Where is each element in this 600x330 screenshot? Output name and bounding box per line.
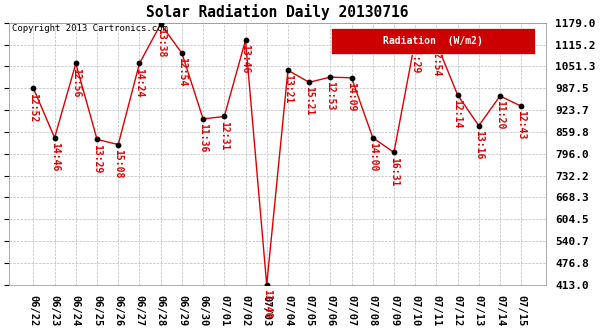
Point bbox=[113, 142, 123, 147]
Title: Solar Radiation Daily 20130716: Solar Radiation Daily 20130716 bbox=[146, 4, 409, 20]
Text: 13:38: 13:38 bbox=[155, 28, 166, 57]
Text: 12:56: 12:56 bbox=[71, 68, 81, 97]
Point bbox=[368, 135, 377, 140]
Text: 12:14: 12:14 bbox=[452, 99, 463, 128]
Text: Radiation  (W/m2): Radiation (W/m2) bbox=[383, 36, 483, 46]
Text: 13:21: 13:21 bbox=[283, 74, 293, 104]
Point bbox=[495, 93, 505, 99]
Text: 13:46: 13:46 bbox=[241, 44, 251, 74]
Text: 15:21: 15:21 bbox=[304, 86, 314, 116]
Point bbox=[326, 75, 335, 80]
Point bbox=[92, 137, 102, 142]
Text: 11:36: 11:36 bbox=[198, 123, 208, 152]
Point bbox=[389, 150, 399, 155]
Point bbox=[241, 38, 250, 43]
Text: 11:20: 11:20 bbox=[495, 100, 505, 129]
Text: 14:00: 14:00 bbox=[368, 142, 378, 171]
Point bbox=[134, 61, 144, 66]
Point bbox=[474, 123, 484, 128]
Text: 12:54: 12:54 bbox=[177, 57, 187, 87]
Point bbox=[347, 75, 356, 81]
Text: Copyright 2013 Cartronics.com: Copyright 2013 Cartronics.com bbox=[12, 24, 167, 33]
Point bbox=[29, 86, 38, 91]
Text: 15:08: 15:08 bbox=[113, 148, 123, 178]
Point bbox=[283, 68, 293, 73]
Text: 13:29: 13:29 bbox=[92, 144, 102, 173]
Point bbox=[177, 50, 187, 56]
Text: 14:09: 14:09 bbox=[347, 82, 356, 111]
Point bbox=[220, 114, 229, 119]
Text: 13:16: 13:16 bbox=[474, 130, 484, 159]
Text: 16:31: 16:31 bbox=[389, 156, 399, 186]
Text: 12:54: 12:54 bbox=[431, 47, 442, 76]
Text: 13:29: 13:29 bbox=[410, 44, 420, 74]
Text: 12:43: 12:43 bbox=[516, 110, 526, 140]
Point bbox=[156, 21, 166, 27]
Bar bbox=[331, 28, 535, 54]
Text: 11:40: 11:40 bbox=[262, 289, 272, 318]
Point bbox=[198, 116, 208, 121]
Text: 12:52: 12:52 bbox=[28, 92, 38, 122]
Point bbox=[262, 282, 272, 287]
Point bbox=[50, 135, 59, 140]
Text: 12:31: 12:31 bbox=[219, 120, 229, 150]
Text: 12:53: 12:53 bbox=[325, 81, 335, 111]
Point bbox=[517, 104, 526, 109]
Point bbox=[453, 92, 463, 98]
Point bbox=[410, 38, 420, 43]
Point bbox=[304, 80, 314, 85]
Text: 14:46: 14:46 bbox=[50, 142, 59, 171]
Text: 14:24: 14:24 bbox=[134, 68, 145, 97]
Point bbox=[431, 40, 441, 46]
Point bbox=[71, 61, 80, 66]
